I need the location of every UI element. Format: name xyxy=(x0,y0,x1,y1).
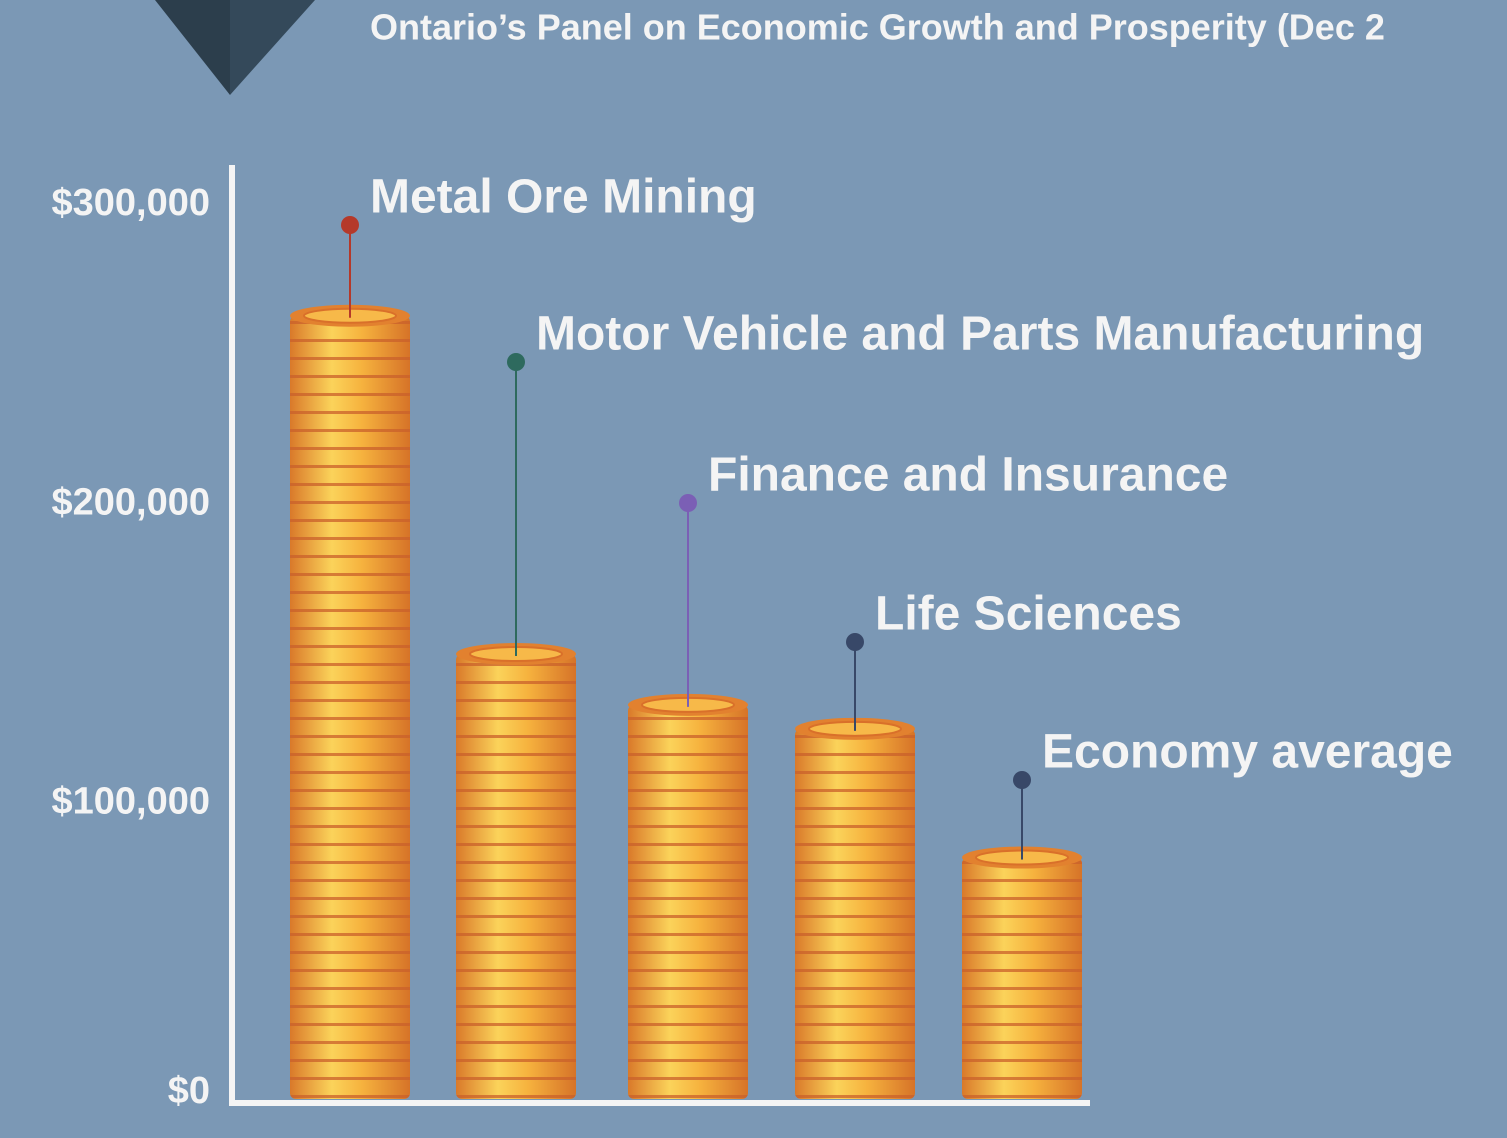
coin-edges xyxy=(962,857,1082,1099)
coin-edges xyxy=(628,704,748,1099)
label-dot xyxy=(679,494,697,512)
category-label: Motor Vehicle and Parts Manufacturing xyxy=(536,308,1424,361)
coin-edges xyxy=(290,315,410,1100)
category-label: Metal Ore Mining xyxy=(370,171,757,224)
decor-triangle xyxy=(230,0,315,95)
label-dot xyxy=(507,353,525,371)
y-tick-label: $100,000 xyxy=(52,781,211,823)
label-dot xyxy=(846,633,864,651)
category-label: Finance and Insurance xyxy=(708,449,1228,502)
coin-edges xyxy=(795,728,915,1099)
label-dot xyxy=(1013,771,1031,789)
chart-title: Ontario’s Panel on Economic Growth and P… xyxy=(370,7,1385,48)
y-tick-label: $0 xyxy=(168,1070,210,1112)
y-tick-label: $200,000 xyxy=(52,481,211,523)
y-tick-label: $300,000 xyxy=(52,182,211,224)
coin-edges xyxy=(456,654,576,1099)
category-label: Economy average xyxy=(1042,726,1453,779)
decor-triangle xyxy=(155,0,230,95)
category-label: Life Sciences xyxy=(875,588,1182,641)
label-dot xyxy=(341,216,359,234)
